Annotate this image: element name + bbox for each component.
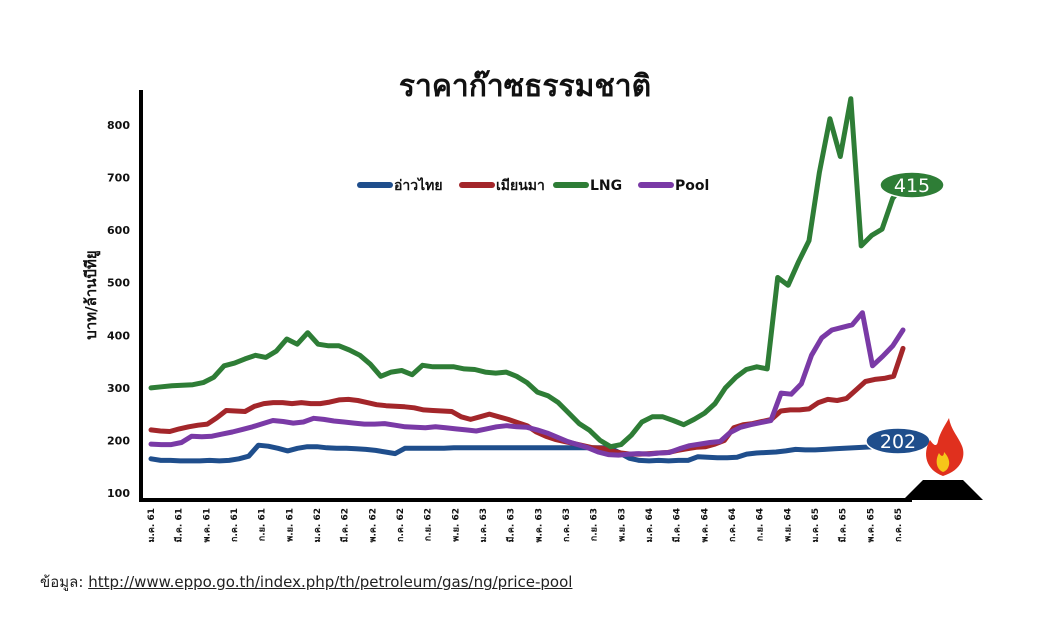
x-tick-label: ก.ค. 65 xyxy=(894,508,904,542)
x-tick-label: พ.ค. 64 xyxy=(700,508,710,542)
callouts: 415 202 xyxy=(865,171,945,455)
x-tick-label: พ.ย. 63 xyxy=(617,508,627,542)
x-tick-label: ม.ค. 62 xyxy=(313,508,323,542)
y-tick-label: 200 xyxy=(107,434,130,447)
series-line-3 xyxy=(148,310,906,458)
legend-label: เมียนมา xyxy=(496,178,545,194)
x-tick-label: พ.ค. 63 xyxy=(534,508,544,542)
source-link[interactable]: http://www.eppo.go.th/index.php/th/petro… xyxy=(88,573,573,591)
source-label: ข้อมูล: xyxy=(40,573,84,591)
x-tick-label: ม.ค. 64 xyxy=(645,508,655,542)
series-line-0 xyxy=(148,436,906,464)
series-lines xyxy=(148,96,906,464)
gas-flame-icon xyxy=(903,418,983,500)
x-tick-label: ม.ค. 61 xyxy=(147,508,157,542)
y-tick-label: 700 xyxy=(107,172,130,185)
x-tick-label: ม.ค. 65 xyxy=(811,508,821,542)
x-tick-label: ก.ค. 61 xyxy=(230,508,240,542)
x-tick-label: พ.ค. 61 xyxy=(202,508,212,542)
x-tick-label: ก.ย. 63 xyxy=(590,508,600,541)
y-tick-label: 800 xyxy=(107,119,130,132)
callout-label: 202 xyxy=(880,431,916,453)
y-axis-ticks: 100 200 300 400 500 600 700 800 xyxy=(107,119,130,500)
y-tick-label: 300 xyxy=(107,382,130,395)
x-tick-label: ก.ย. 62 xyxy=(424,508,434,541)
chart-title: ราคาก๊าซธรรมชาติ xyxy=(399,69,651,104)
x-tick-label: มี.ค. 61 xyxy=(174,508,185,543)
x-tick-label: พ.ค. 65 xyxy=(866,508,876,542)
x-tick-label: มี.ค. 63 xyxy=(506,508,517,543)
y-tick-label: 600 xyxy=(107,224,130,237)
y-axis-label: บาท/ล้านบีทียู xyxy=(82,250,101,339)
x-tick-label: ก.ค. 63 xyxy=(562,508,572,542)
legend-label: อ่าวไทย xyxy=(394,176,443,194)
x-tick-label: พ.ย. 64 xyxy=(783,508,793,542)
x-tick-label: มี.ค. 62 xyxy=(340,508,351,543)
x-tick-label: ก.ค. 64 xyxy=(728,508,738,542)
callout-label: 415 xyxy=(894,175,930,197)
x-axis-ticks: ม.ค. 61 มี.ค. 61 พ.ค. 61 ก.ค. 61 ก.ย. 61 พ.ย.… xyxy=(147,508,904,543)
y-tick-label: 400 xyxy=(107,329,130,342)
x-tick-label: พ.ค. 62 xyxy=(368,508,378,542)
x-tick-label: ม.ค. 63 xyxy=(479,508,489,542)
y-tick-label: 500 xyxy=(107,277,130,290)
x-tick-label: ก.ค. 62 xyxy=(396,508,406,542)
callout-badge xyxy=(879,171,945,199)
x-tick-label: มี.ค. 64 xyxy=(672,508,683,543)
x-tick-label: พ.ย. 62 xyxy=(451,508,461,542)
x-tick-label: พ.ย. 61 xyxy=(285,508,295,542)
series-line-2 xyxy=(148,96,906,450)
series-line-1 xyxy=(148,345,906,457)
x-tick-label: มี.ค. 65 xyxy=(838,508,849,543)
x-tick-label: ก.ย. 64 xyxy=(756,508,766,541)
legend-label: LNG xyxy=(590,178,622,194)
y-tick-label: 100 xyxy=(107,487,130,500)
x-tick-label: ก.ย. 61 xyxy=(258,508,268,541)
legend: อ่าวไทย เมียนมา LNG Pool xyxy=(357,176,709,194)
legend-label: Pool xyxy=(675,178,709,194)
source-note: ข้อมูล: http://www.eppo.go.th/index.php/… xyxy=(40,570,572,594)
